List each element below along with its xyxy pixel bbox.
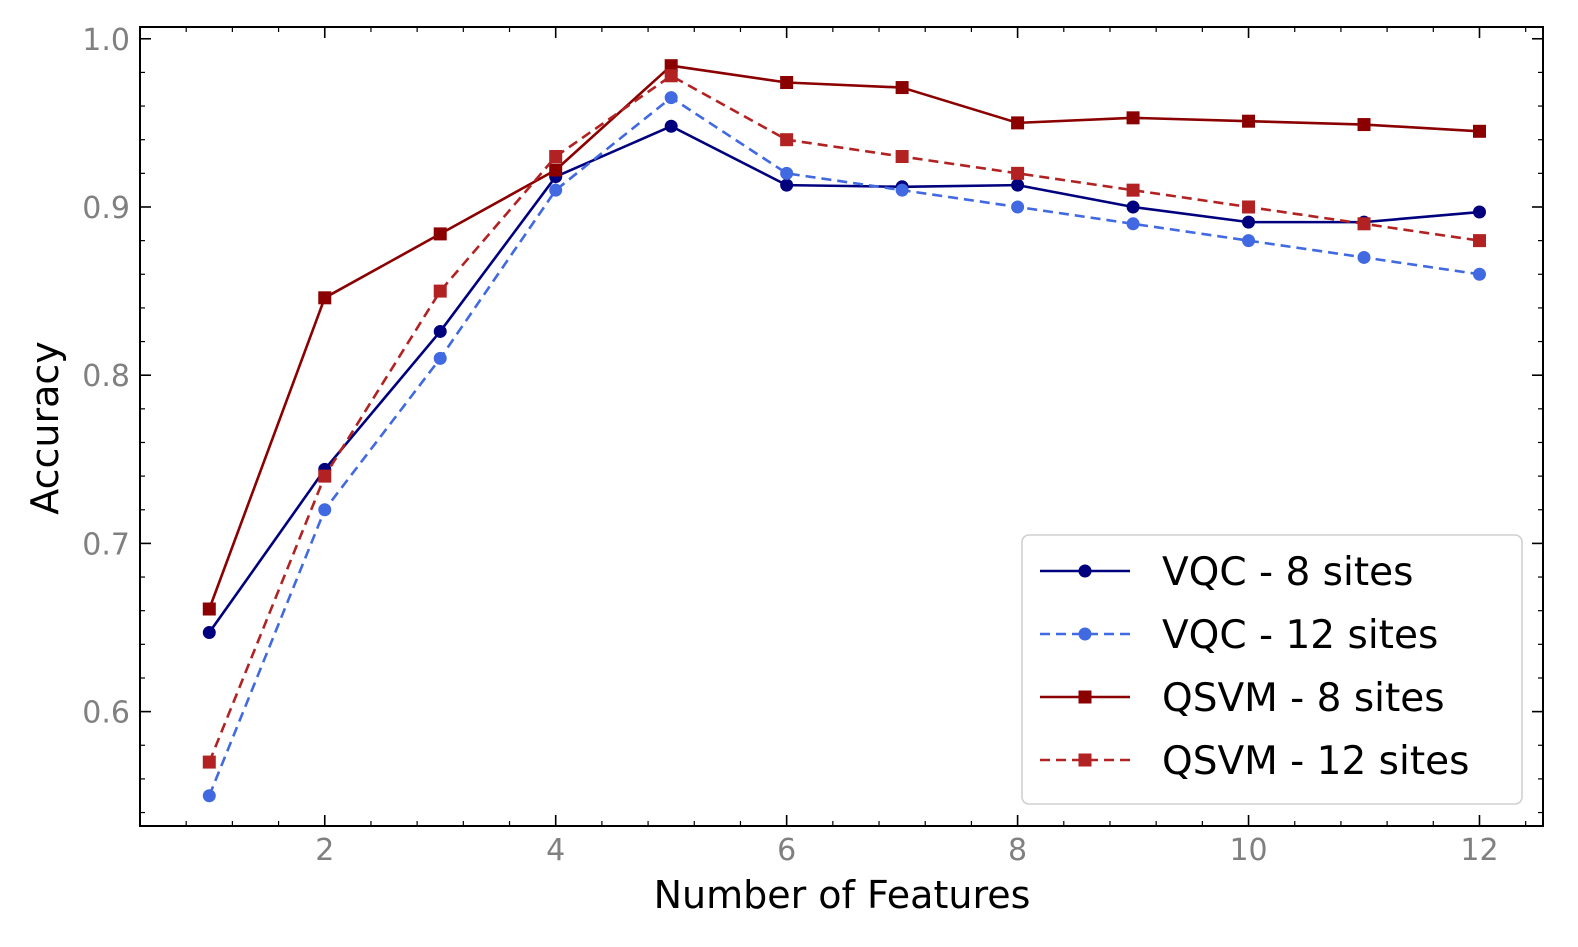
legend: VQC - 8 sites VQC - 12 sites QSVM - 8 site…: [1021, 534, 1523, 805]
series-2: [202, 59, 1486, 616]
data-point: [1126, 217, 1140, 231]
legend-marker: [1078, 627, 1092, 641]
data-point: [1357, 118, 1371, 132]
x-tick-label: 10: [1229, 833, 1267, 868]
legend-marker: [1078, 753, 1092, 767]
y-tick-label: 0.9: [82, 191, 130, 226]
x-tick-label: 8: [1008, 833, 1027, 868]
data-point: [664, 91, 678, 105]
data-point: [318, 503, 332, 517]
data-point: [318, 469, 332, 483]
legend-marker: [1078, 564, 1092, 578]
y-tick-label: 0.7: [82, 527, 130, 562]
data-point: [202, 626, 216, 640]
data-point: [664, 69, 678, 83]
series-3: [202, 69, 1486, 769]
series-line: [208, 74, 1480, 763]
data-point: [433, 284, 447, 298]
data-point: [1242, 234, 1256, 248]
data-point: [1472, 124, 1486, 138]
data-point: [1472, 267, 1486, 281]
data-point: [433, 351, 447, 365]
data-point: [1242, 200, 1256, 214]
plot-area: [202, 59, 1486, 803]
data-point: [780, 76, 794, 90]
data-point: [1472, 234, 1486, 248]
data-point: [664, 119, 678, 133]
x-tick-label: 12: [1460, 833, 1498, 868]
data-point: [202, 755, 216, 769]
data-point: [549, 183, 563, 197]
legend-item: VQC - 8 sites: [1040, 550, 1413, 595]
data-point: [1011, 178, 1025, 192]
x-tick-label: 2: [315, 833, 334, 868]
y-tick-label: 0.6: [82, 696, 130, 731]
y-axis-label: Accuracy: [23, 341, 67, 515]
axes: 2 4 6 8 10 12 0.6 0.7 0.8 0.9 1.0: [82, 23, 1544, 868]
data-point: [1126, 183, 1140, 197]
data-point: [1126, 111, 1140, 125]
legend-box: [1021, 534, 1523, 805]
data-point: [780, 166, 794, 180]
data-point: [202, 602, 216, 616]
data-point: [202, 789, 216, 803]
data-point: [780, 178, 794, 192]
y-tick-label: 0.8: [82, 359, 130, 394]
data-point: [1472, 205, 1486, 219]
data-point: [1357, 217, 1371, 231]
legend-label: VQC - 8 sites: [1162, 550, 1413, 595]
data-point: [433, 324, 447, 338]
x-tick-label: 6: [777, 833, 796, 868]
data-point: [318, 291, 332, 305]
legend-marker: [1078, 690, 1092, 704]
data-point: [1242, 114, 1256, 128]
legend-label: QSVM - 12 sites: [1162, 739, 1469, 784]
data-point: [1011, 166, 1025, 180]
series-line: [208, 124, 1480, 634]
plot-frame: [139, 26, 1544, 827]
data-point: [549, 150, 563, 164]
legend-item: VQC - 12 sites: [1040, 613, 1438, 658]
data-point: [549, 163, 563, 177]
data-point: [895, 150, 909, 164]
legend-item: QSVM - 8 sites: [1040, 676, 1445, 721]
y-tick-label: 1.0: [82, 23, 130, 58]
data-point: [1126, 200, 1140, 214]
series-line: [208, 96, 1480, 797]
data-point: [895, 183, 909, 197]
x-tick-label: 4: [546, 833, 565, 868]
data-point: [1357, 250, 1371, 264]
data-point: [895, 81, 909, 95]
data-point: [433, 227, 447, 241]
x-axis-label: Number of Features: [654, 873, 1031, 917]
data-point: [780, 133, 794, 147]
data-point: [1242, 215, 1256, 229]
series-1: [202, 91, 1486, 803]
data-point: [664, 59, 678, 73]
data-point: [1011, 116, 1025, 130]
legend-item: QSVM - 12 sites: [1040, 739, 1469, 784]
data-point: [1011, 200, 1025, 214]
series-line: [208, 64, 1480, 610]
legend-label: QSVM - 8 sites: [1162, 676, 1445, 721]
legend-label: VQC - 12 sites: [1162, 613, 1438, 658]
